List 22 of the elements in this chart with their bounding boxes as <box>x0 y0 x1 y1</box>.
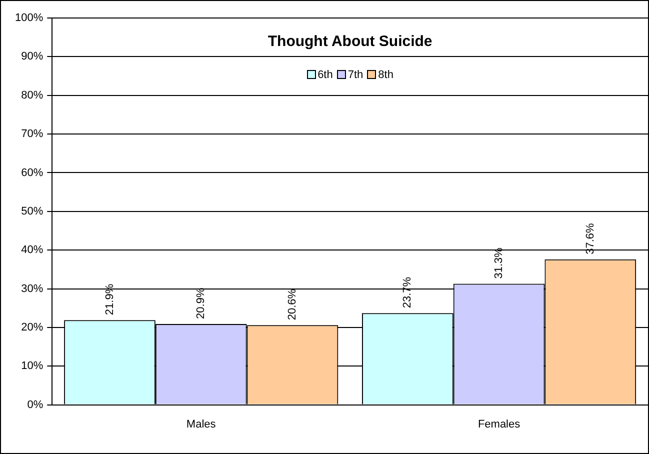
y-tick-label: 90% <box>21 50 44 63</box>
data-label: 20.6% <box>286 288 298 320</box>
y-tick-label: 40% <box>21 244 44 256</box>
legend-label: 7th <box>348 68 364 81</box>
y-tick-label: 30% <box>21 282 44 295</box>
y-tick-label: 70% <box>21 128 44 140</box>
y-tick-label: 100% <box>14 12 44 24</box>
text: Thought About Suicide <box>268 33 432 50</box>
data-label: 31.3% <box>493 247 506 279</box>
x-tick-label: Females <box>478 418 521 430</box>
y-tick-label: 50% <box>21 205 44 218</box>
y-tick-label: 80% <box>21 89 44 102</box>
y-tick-label: 20% <box>21 321 44 334</box>
data-label: 20.9% <box>195 288 208 319</box>
x-tick-label: Males <box>186 418 216 430</box>
legend-label: 6th <box>318 68 333 81</box>
y-tick-label: 0% <box>27 398 44 411</box>
legend-label: 8th <box>378 68 394 81</box>
y-tick-label: 60% <box>21 166 44 179</box>
data-label: 23.7% <box>402 276 414 308</box>
data-label: 21.9% <box>104 284 116 316</box>
y-tick-label: 10% <box>21 360 44 372</box>
